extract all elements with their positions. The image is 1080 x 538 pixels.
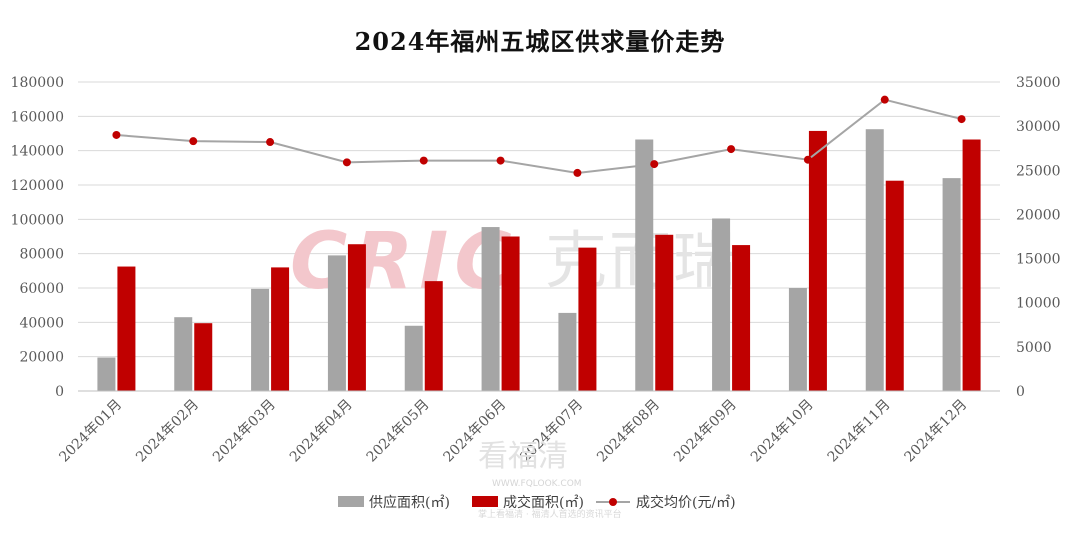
legend-swatch-deal [472,496,498,507]
supply-bar [712,218,731,391]
supply-bar [327,255,346,391]
x-tick-label: 2024年10月 [748,397,817,466]
legend-label-price: 成交均价(元/㎡) [636,494,736,511]
deal-bar [424,281,443,391]
price-point [573,168,582,177]
supply-bar [97,357,116,391]
x-tick-label: 2024年01月 [56,397,125,466]
deal-bar [501,236,520,391]
legend-label-supply: 供应面积(㎡) [369,494,450,511]
price-point [266,138,275,147]
supply-bar [251,288,270,391]
price-point [496,156,505,165]
price-point [112,130,121,139]
price-point [727,145,736,154]
y-right-tick-label: 5000 [1016,340,1052,356]
y-left-tick-label: 100000 [11,212,64,228]
x-tick-label: 2024年08月 [594,397,663,466]
legend-marker-price [609,498,617,506]
y-left-tick-label: 40000 [19,315,64,331]
y-left-tick-label: 140000 [11,144,64,160]
y-left-tick-label: 0 [55,384,64,400]
x-tick-label: 2024年03月 [210,397,279,466]
y-left-tick-label: 180000 [11,75,64,91]
x-tick-label: 2024年12月 [902,397,971,466]
supply-bar [558,312,577,391]
cric-logo-watermark: CRIC [290,217,518,307]
price-point [803,155,812,164]
y-right-tick-label: 25000 [1016,163,1061,179]
x-tick-label: 2024年02月 [133,397,202,466]
chart-title: 2024年福州五城区供求量价走势 [354,27,726,56]
x-tick-label: 2024年09月 [671,397,740,466]
deal-bar [655,234,674,391]
y-right-tick-label: 10000 [1016,296,1061,312]
supply-bar [942,178,961,391]
y-left-tick-label: 60000 [19,281,64,297]
deal-bar [194,323,213,391]
deal-bar [962,139,981,391]
y-left-tick-label: 160000 [11,109,64,125]
deal-bar [271,267,290,391]
y-right-tick-label: 20000 [1016,207,1061,223]
y-right-tick-label: 30000 [1016,119,1061,135]
supply-bar [788,288,807,391]
legend-label-deal: 成交面积(㎡) [503,494,584,511]
supply-bar [865,129,884,392]
price-line [116,98,962,174]
x-tick-label: 2024年11月 [825,397,894,466]
deal-bar [347,244,366,391]
y-left-tick-label: 20000 [19,350,64,366]
x-tick-label: 2024年05月 [364,397,433,466]
price-point [880,95,889,104]
y-left-tick-label: 80000 [19,247,64,263]
supply-bar [481,227,500,391]
price-point [189,137,198,146]
deal-bar [578,247,597,391]
supply-bar [174,317,193,391]
x-tick-label: 2024年04月 [287,397,356,466]
price-point [342,158,351,167]
supply-bar [404,325,423,391]
kft-note-watermark: 掌上看福清 · 福清人首选的资讯平台 [478,508,622,520]
price-point [650,160,659,169]
deal-bar [808,130,827,392]
y-right-tick-label: 35000 [1016,75,1061,91]
y-left-tick-label: 120000 [11,178,64,194]
supply-bar [635,139,654,391]
deal-bar [885,180,904,391]
deal-bar [117,266,136,391]
price-point [957,115,966,124]
legend-swatch-supply [338,496,364,507]
y-right-tick-label: 0 [1016,384,1025,400]
kft-url-watermark: WWW.FQLOOK.COM [492,479,582,489]
deal-bar [732,245,751,391]
y-right-tick-label: 15000 [1016,252,1061,268]
kft-watermark: 看福清 [478,439,568,474]
price-point [419,156,428,165]
